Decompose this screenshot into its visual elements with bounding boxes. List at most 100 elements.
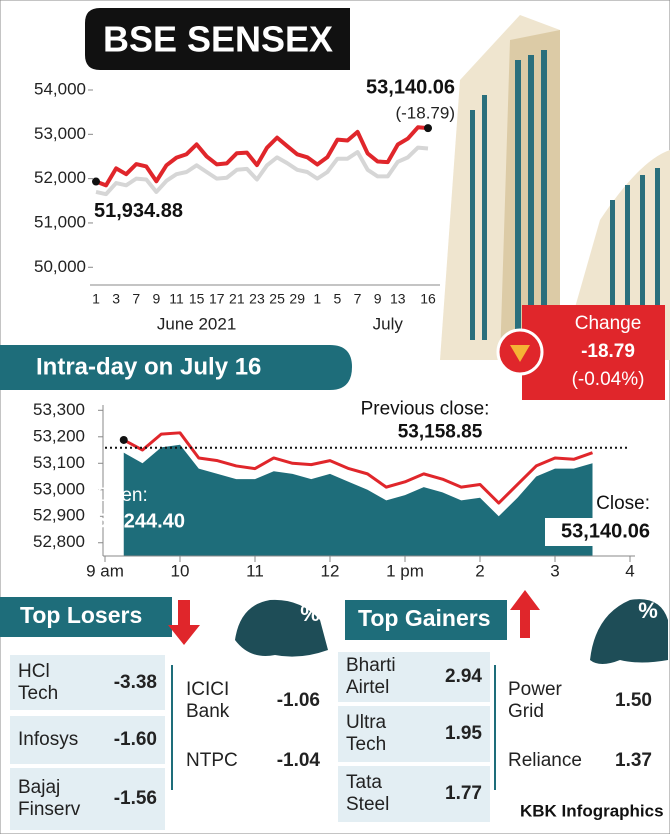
- intraday-title: Intra-day on July 16: [36, 353, 261, 380]
- end-change: (-18.79): [395, 103, 455, 122]
- end-label: 53,140.06: [366, 76, 455, 98]
- change-value: 2.94: [445, 666, 482, 687]
- change-value: -3.38: [113, 671, 157, 693]
- open-label: Open:: [96, 485, 148, 506]
- table-row: ICICI Bank -1.06: [178, 676, 328, 726]
- x-tick-label: 21: [229, 291, 245, 307]
- table-row: Tata Steel 1.77: [338, 766, 490, 822]
- y-tick-label: 53,000: [33, 479, 85, 498]
- close-value: 53,140.06: [561, 520, 650, 542]
- x-tick-label: 9: [374, 291, 382, 307]
- x-tick-label: 9 am: [86, 561, 124, 580]
- y-tick-label: 50,000: [34, 257, 86, 276]
- losers-title: Top Losers: [20, 602, 142, 628]
- x-tick-label: 7: [132, 291, 140, 307]
- x-tick-label: 12: [321, 561, 340, 580]
- point: [92, 177, 100, 186]
- open-value: 53,244.40: [96, 510, 185, 532]
- stock-name: NTPC: [186, 750, 238, 771]
- stock-name: Power Grid: [508, 679, 562, 722]
- x-tick-label: 1: [313, 291, 321, 307]
- losers-banner: [0, 597, 172, 637]
- close-box: [545, 518, 653, 546]
- title-pill: [85, 8, 350, 70]
- table-row: Bharti Airtel 2.94: [338, 652, 490, 702]
- x-tick-label: 17: [209, 291, 225, 307]
- table-row: Reliance 1.37: [500, 740, 660, 782]
- x-tick-label: 10: [171, 561, 190, 580]
- bear-icon: [235, 599, 328, 657]
- x-tick-label: 11: [246, 561, 264, 580]
- title: BSE SENSEX: [103, 19, 333, 60]
- down-arrow: [510, 345, 530, 362]
- close-label: Close:: [596, 493, 650, 514]
- building: [440, 15, 670, 360]
- point: [119, 435, 128, 444]
- stock-name: HCl Tech: [18, 660, 59, 704]
- stock-name: Tata Steel: [346, 772, 390, 815]
- change-value: -18.79: [581, 341, 635, 362]
- change-value: 1.95: [445, 723, 482, 744]
- y-tick-label: 53,000: [34, 124, 86, 143]
- x-tick-label: 25: [269, 291, 285, 307]
- x-tick-label: 3: [550, 561, 559, 580]
- x-tick-label: 2: [475, 561, 484, 580]
- stock-name: Bajaj Finserv: [18, 777, 81, 820]
- area-series: [123, 444, 593, 556]
- table-row: NTPC -1.04: [178, 740, 328, 782]
- reference-value: 53,158.85: [398, 422, 483, 443]
- credit: KBK Infographics: [520, 801, 664, 820]
- gainers-banner: [345, 600, 507, 640]
- x-tick-label: 29: [289, 291, 305, 307]
- gainers-icon: %: [638, 598, 658, 623]
- table-row: Bajaj Finserv -1.56: [10, 768, 165, 830]
- change-label: Change: [575, 313, 642, 334]
- table-row: Power Grid 1.50: [500, 676, 660, 726]
- bull-icon: [590, 599, 668, 664]
- line-series: [123, 431, 594, 505]
- reference-label: Previous close:: [361, 399, 490, 420]
- x-tick-label: 1 pm: [386, 561, 424, 580]
- y-tick-label: 53,100: [33, 453, 85, 472]
- y-tick-label: 52,000: [34, 168, 86, 187]
- y-tick-label: 53,300: [33, 400, 85, 419]
- x-tick-label: 4: [625, 561, 634, 580]
- change-value: 1.77: [445, 783, 482, 804]
- x-tick-label: 15: [189, 291, 205, 307]
- losers-icon: %: [300, 601, 320, 626]
- change-value: -1.04: [276, 750, 320, 771]
- table-row: HCl Tech -3.38: [10, 655, 165, 710]
- x-tick-label: 9: [152, 291, 160, 307]
- change-value: -1.56: [113, 788, 157, 809]
- change-value: 1.50: [615, 690, 652, 711]
- y-tick-label: 52,800: [33, 532, 85, 551]
- table-row: Infosys -1.60: [10, 716, 165, 764]
- stock-name: Ultra Tech: [346, 712, 387, 755]
- intraday-banner: [0, 345, 352, 390]
- stock-name: Infosys: [18, 729, 79, 750]
- stock-name: ICICI Bank: [186, 679, 230, 722]
- x-tick-label: 1: [92, 291, 100, 307]
- gainers-arrow: [510, 590, 540, 638]
- x-tick-label: 16: [420, 291, 436, 307]
- change-box: [522, 305, 665, 400]
- y-tick-label: 54,000: [34, 79, 86, 98]
- x-tick-label: 5: [334, 291, 342, 307]
- y-tick-label: 52,900: [33, 506, 85, 525]
- table-row: Ultra Tech 1.95: [338, 706, 490, 762]
- change-value: -1.60: [113, 729, 157, 750]
- stock-name: Bharti Airtel: [346, 655, 396, 698]
- point: [424, 124, 432, 133]
- gainers-title: Top Gainers: [358, 605, 491, 631]
- x-tick-label: 7: [354, 291, 362, 307]
- y-tick-label: 51,000: [34, 212, 86, 231]
- x-tick-label: 23: [249, 291, 265, 307]
- change-value: -1.06: [276, 690, 320, 711]
- change-value: 1.37: [615, 750, 652, 771]
- x-tick-label: 3: [112, 291, 120, 307]
- stock-name: Reliance: [508, 750, 582, 771]
- line-series: [95, 145, 429, 197]
- change-percent: (-0.04%): [572, 369, 645, 390]
- x-group-label: June 2021: [157, 314, 236, 333]
